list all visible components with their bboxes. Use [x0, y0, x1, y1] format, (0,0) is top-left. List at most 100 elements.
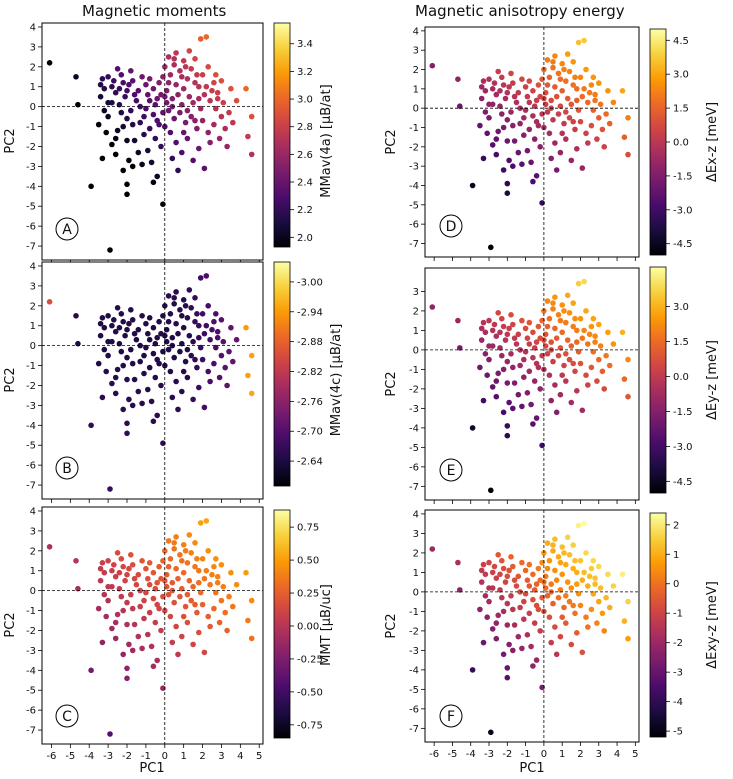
scatter-point	[165, 54, 172, 60]
scatter-point	[177, 307, 183, 313]
scatter-point	[129, 317, 136, 323]
scatter-point	[552, 140, 558, 146]
scatter-point	[568, 101, 575, 108]
scatter-point	[46, 544, 53, 550]
scatter-point	[146, 97, 153, 104]
scatter-point	[533, 657, 540, 663]
scatter-point	[143, 565, 149, 572]
scatter-point	[167, 556, 174, 562]
scatter-point	[211, 360, 217, 367]
x-tick-label: -2	[502, 749, 512, 760]
scatter-point	[572, 126, 578, 133]
scatter-point	[220, 583, 227, 590]
scatter-point	[510, 647, 516, 654]
scatter-point	[116, 101, 123, 108]
scatter-point	[203, 34, 210, 40]
scatter-point	[112, 135, 119, 142]
y-tick-label: -7	[26, 242, 36, 253]
scatter-point	[128, 68, 134, 74]
scatter-point	[510, 80, 516, 86]
scatter-point	[522, 107, 529, 113]
scatter-point	[196, 322, 202, 329]
y-tick-label: -7	[409, 239, 419, 250]
scatter-point	[228, 324, 234, 331]
scatter-point	[605, 88, 611, 94]
y-tick-label: -2	[409, 626, 419, 637]
scatter-point	[457, 345, 463, 351]
scatter-point	[105, 99, 111, 106]
scatter-point	[488, 244, 494, 251]
scatter-point	[526, 610, 533, 617]
scatter-point	[216, 374, 223, 381]
scatter-point	[165, 318, 172, 325]
scatter-point	[548, 581, 554, 587]
scatter-point	[97, 565, 104, 572]
scatter-point	[504, 358, 511, 365]
scatter-point	[120, 362, 126, 369]
scatter-point	[171, 56, 177, 62]
scatter-point	[566, 552, 573, 558]
scatter-point	[177, 593, 183, 600]
scatter-point	[484, 372, 491, 379]
scatter-point	[563, 351, 569, 357]
scatter-point	[169, 155, 176, 162]
scatter-point	[542, 343, 549, 349]
scatter-point	[233, 336, 240, 343]
scatter-point	[180, 569, 187, 576]
x-tick-label: 0	[162, 751, 168, 762]
y-tick-label: 3	[413, 529, 419, 540]
scatter-point	[162, 607, 168, 614]
scatter-point	[429, 62, 436, 69]
colorbar-tick-label: -3.0	[673, 205, 693, 216]
scatter-point	[521, 132, 527, 138]
scatter-point	[146, 609, 153, 616]
panel-e-frame	[424, 267, 640, 501]
y-tick-label: -2	[409, 142, 419, 153]
colorbar-tick-label: -2.88	[297, 337, 323, 348]
scatter-point	[194, 72, 200, 78]
colorbar-tick-label: 0.0	[673, 138, 689, 149]
colorbar-tick-label: 4.5	[673, 36, 689, 47]
scatter-point	[120, 79, 126, 86]
scatter-point	[146, 581, 153, 588]
scatter-point	[179, 74, 185, 80]
scatter-point	[510, 563, 516, 570]
scatter-point	[135, 571, 142, 578]
panel-c-badge-label: C	[62, 709, 72, 725]
x-tick-label: -6	[46, 751, 56, 762]
scatter-point	[150, 418, 157, 425]
scatter-point	[544, 540, 551, 546]
scatter-point	[581, 278, 587, 285]
scatter-point	[222, 125, 228, 132]
scatter-point	[160, 685, 166, 691]
x-tick-label: -1	[521, 749, 531, 760]
scatter-point	[590, 74, 597, 81]
scatter-point	[477, 122, 483, 129]
scatter-point	[184, 135, 191, 142]
scatter-point	[557, 345, 564, 351]
scatter-point	[544, 82, 551, 88]
y-tick-label: -2	[409, 384, 419, 395]
scatter-point	[590, 557, 597, 564]
y-tick-label: -4	[26, 182, 36, 193]
scatter-point	[146, 336, 153, 343]
scatter-point	[561, 308, 567, 314]
scatter-point	[553, 93, 560, 100]
scatter-point	[213, 311, 219, 317]
scatter-point	[495, 612, 502, 619]
scatter-point	[99, 155, 106, 162]
scatter-point	[489, 327, 496, 334]
scatter-point	[175, 330, 181, 337]
scatter-point	[559, 571, 565, 578]
scatter-point	[175, 406, 181, 413]
scatter-point	[513, 341, 520, 347]
scatter-point	[594, 136, 600, 142]
scatter-point	[213, 589, 219, 596]
scatter-point	[542, 573, 549, 580]
scatter-point	[480, 639, 487, 646]
scatter-point	[180, 368, 187, 375]
panel-f-colorbar-ticks: 2 1 0 -1 -2 -3 -4 -5	[666, 520, 683, 738]
y-tick-label: -5	[409, 685, 419, 696]
scatter-point	[504, 138, 511, 144]
scatter-point	[557, 391, 564, 398]
